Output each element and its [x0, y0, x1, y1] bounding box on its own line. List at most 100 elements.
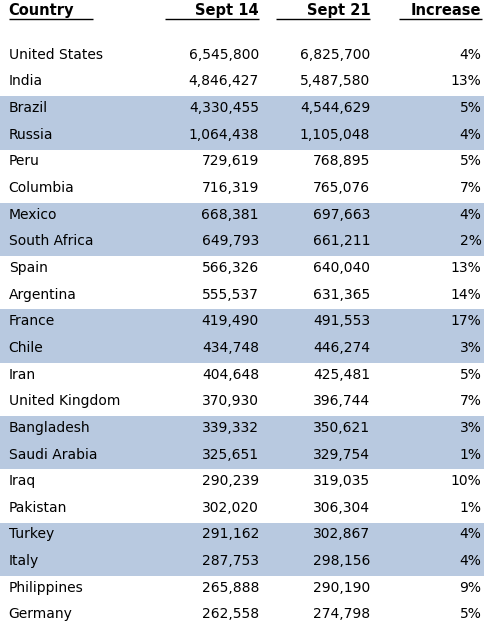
Text: 555,537: 555,537: [202, 288, 259, 302]
Text: Saudi Arabia: Saudi Arabia: [9, 448, 97, 461]
Text: 325,651: 325,651: [202, 448, 259, 461]
Text: 446,274: 446,274: [313, 341, 370, 355]
Bar: [0, 416, 484, 443]
Text: 4%: 4%: [460, 554, 482, 568]
Text: 306,304: 306,304: [313, 501, 370, 515]
Text: Increase: Increase: [411, 3, 482, 18]
Bar: [0, 443, 484, 470]
Text: 5%: 5%: [460, 608, 482, 621]
Text: 566,326: 566,326: [202, 261, 259, 275]
Text: Brazil: Brazil: [9, 101, 48, 115]
Text: Spain: Spain: [9, 261, 47, 275]
Text: United Kingdom: United Kingdom: [9, 394, 120, 408]
Text: 697,663: 697,663: [313, 208, 370, 222]
Text: 329,754: 329,754: [313, 448, 370, 461]
Text: 434,748: 434,748: [202, 341, 259, 355]
Text: 7%: 7%: [460, 394, 482, 408]
Text: 350,621: 350,621: [313, 421, 370, 435]
Bar: [0, 336, 484, 363]
Text: France: France: [9, 314, 55, 329]
Text: 17%: 17%: [451, 314, 482, 329]
Text: 287,753: 287,753: [202, 554, 259, 568]
Text: 4,544,629: 4,544,629: [300, 101, 370, 115]
Text: 491,553: 491,553: [313, 314, 370, 329]
Text: 5,487,580: 5,487,580: [300, 75, 370, 88]
Text: India: India: [9, 75, 43, 88]
Text: 729,619: 729,619: [201, 154, 259, 169]
Bar: [0, 229, 484, 256]
Text: 6,545,800: 6,545,800: [189, 48, 259, 62]
Text: 3%: 3%: [460, 341, 482, 355]
Text: Pakistan: Pakistan: [9, 501, 67, 515]
Text: Chile: Chile: [9, 341, 44, 355]
Bar: [0, 97, 484, 123]
Text: 631,365: 631,365: [313, 288, 370, 302]
Text: 298,156: 298,156: [313, 554, 370, 568]
Text: 765,076: 765,076: [313, 181, 370, 195]
Text: 1%: 1%: [460, 501, 482, 515]
Text: 291,162: 291,162: [201, 527, 259, 542]
Text: 302,867: 302,867: [313, 527, 370, 542]
Text: South Africa: South Africa: [9, 234, 93, 248]
Text: 425,481: 425,481: [313, 367, 370, 382]
Text: 302,020: 302,020: [202, 501, 259, 515]
Text: 419,490: 419,490: [202, 314, 259, 329]
Text: 5%: 5%: [460, 154, 482, 169]
Text: 13%: 13%: [451, 75, 482, 88]
Text: Philippines: Philippines: [9, 581, 83, 595]
Text: 4%: 4%: [460, 128, 482, 142]
Bar: [0, 123, 484, 150]
Text: 4%: 4%: [460, 527, 482, 542]
Text: 396,744: 396,744: [313, 394, 370, 408]
Text: 661,211: 661,211: [313, 234, 370, 248]
Text: Iraq: Iraq: [9, 474, 36, 488]
Text: 768,895: 768,895: [313, 154, 370, 169]
Text: 290,239: 290,239: [202, 474, 259, 488]
Text: Sept 21: Sept 21: [307, 3, 370, 18]
Text: 339,332: 339,332: [202, 421, 259, 435]
Text: Country: Country: [9, 3, 74, 18]
Bar: [0, 523, 484, 549]
Bar: [0, 310, 484, 336]
Text: United States: United States: [9, 48, 103, 62]
Text: Turkey: Turkey: [9, 527, 54, 542]
Text: Peru: Peru: [9, 154, 40, 169]
Text: 5%: 5%: [460, 101, 482, 115]
Text: 319,035: 319,035: [313, 474, 370, 488]
Text: Argentina: Argentina: [9, 288, 76, 302]
Text: 6,825,700: 6,825,700: [300, 48, 370, 62]
Text: 7%: 7%: [460, 181, 482, 195]
Text: Sept 14: Sept 14: [196, 3, 259, 18]
Text: Columbia: Columbia: [9, 181, 75, 195]
Text: 3%: 3%: [460, 421, 482, 435]
Text: 1,064,438: 1,064,438: [189, 128, 259, 142]
Text: 4,846,427: 4,846,427: [189, 75, 259, 88]
Text: 262,558: 262,558: [202, 608, 259, 621]
Text: 649,793: 649,793: [202, 234, 259, 248]
Bar: [0, 549, 484, 576]
Text: 10%: 10%: [451, 474, 482, 488]
Text: 13%: 13%: [451, 261, 482, 275]
Text: 404,648: 404,648: [202, 367, 259, 382]
Text: 4%: 4%: [460, 48, 482, 62]
Text: 370,930: 370,930: [202, 394, 259, 408]
Text: Russia: Russia: [9, 128, 53, 142]
Text: Italy: Italy: [9, 554, 39, 568]
Text: 640,040: 640,040: [313, 261, 370, 275]
Text: 1,105,048: 1,105,048: [300, 128, 370, 142]
Text: 4,330,455: 4,330,455: [189, 101, 259, 115]
Text: 290,190: 290,190: [313, 581, 370, 595]
Text: 274,798: 274,798: [313, 608, 370, 621]
Text: 4%: 4%: [460, 208, 482, 222]
Text: Bangladesh: Bangladesh: [9, 421, 91, 435]
Text: 9%: 9%: [460, 581, 482, 595]
Text: Iran: Iran: [9, 367, 36, 382]
Text: 14%: 14%: [451, 288, 482, 302]
Text: 265,888: 265,888: [201, 581, 259, 595]
Bar: [0, 203, 484, 229]
Text: 2%: 2%: [460, 234, 482, 248]
Text: Germany: Germany: [9, 608, 73, 621]
Text: 668,381: 668,381: [201, 208, 259, 222]
Text: Mexico: Mexico: [9, 208, 57, 222]
Text: 5%: 5%: [460, 367, 482, 382]
